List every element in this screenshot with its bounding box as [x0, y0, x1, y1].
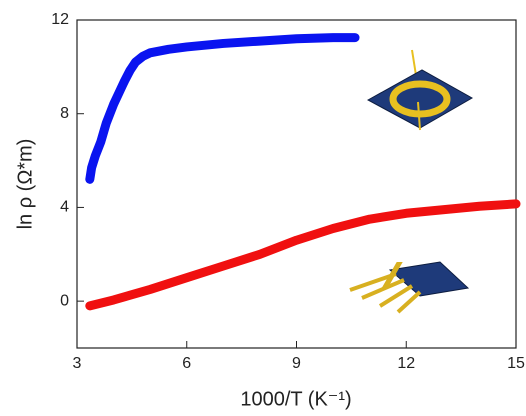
y-axis-label: ln ρ (Ω*m): [14, 139, 36, 230]
chart: 1000/T (K⁻¹) ln ρ (Ω*m) 3 6 9 12 15 0 4 8 12: [0, 0, 526, 416]
y-tick-label: 4: [60, 199, 69, 216]
y-tick-label: 8: [60, 105, 69, 122]
x-axis-label: 1000/T (K⁻¹): [240, 388, 351, 410]
plot-frame: [77, 20, 516, 348]
x-tick-label: 12: [397, 355, 415, 372]
x-tick-label: 15: [507, 355, 525, 372]
strip-icon: [350, 262, 468, 312]
x-tick-label: 3: [73, 355, 82, 372]
x-tick-label: 6: [182, 355, 191, 372]
y-tick-label: 0: [60, 292, 69, 309]
y-tick-label: 12: [51, 11, 69, 28]
ring-icon: [368, 50, 472, 130]
x-tick-label: 9: [292, 355, 301, 372]
data-series: [90, 38, 355, 180]
page: {"chart_data": {"type": "scatter", "x_la…: [0, 0, 526, 416]
